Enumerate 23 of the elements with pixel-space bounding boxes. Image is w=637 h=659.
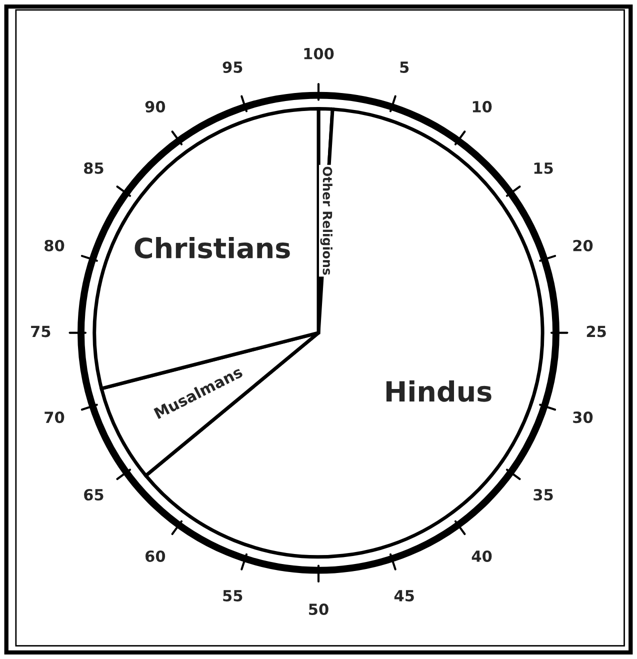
text: 85 (84, 162, 104, 174)
text: 50 (309, 604, 328, 616)
text: 25 (586, 326, 606, 338)
text: 75 (31, 326, 50, 338)
text: 55 (223, 590, 242, 602)
text: 35 (534, 488, 553, 501)
text: 80 (44, 240, 64, 252)
text: 20 (573, 240, 593, 252)
text: 5 (400, 62, 409, 73)
text: 95 (222, 61, 242, 73)
text: 15 (534, 162, 553, 174)
slice-label: Hindus (386, 380, 492, 402)
text: 40 (472, 550, 492, 562)
legend-label: Christians (134, 236, 290, 258)
text: 10 (472, 100, 492, 112)
text: 30 (573, 412, 593, 424)
text: 100 (304, 48, 334, 60)
text: 70 (44, 412, 64, 424)
text: 90 (145, 100, 166, 112)
slice-label: Other Religions (320, 166, 332, 275)
text: 45 (394, 590, 414, 602)
text: 60 (146, 550, 166, 562)
text: 65 (84, 488, 104, 501)
